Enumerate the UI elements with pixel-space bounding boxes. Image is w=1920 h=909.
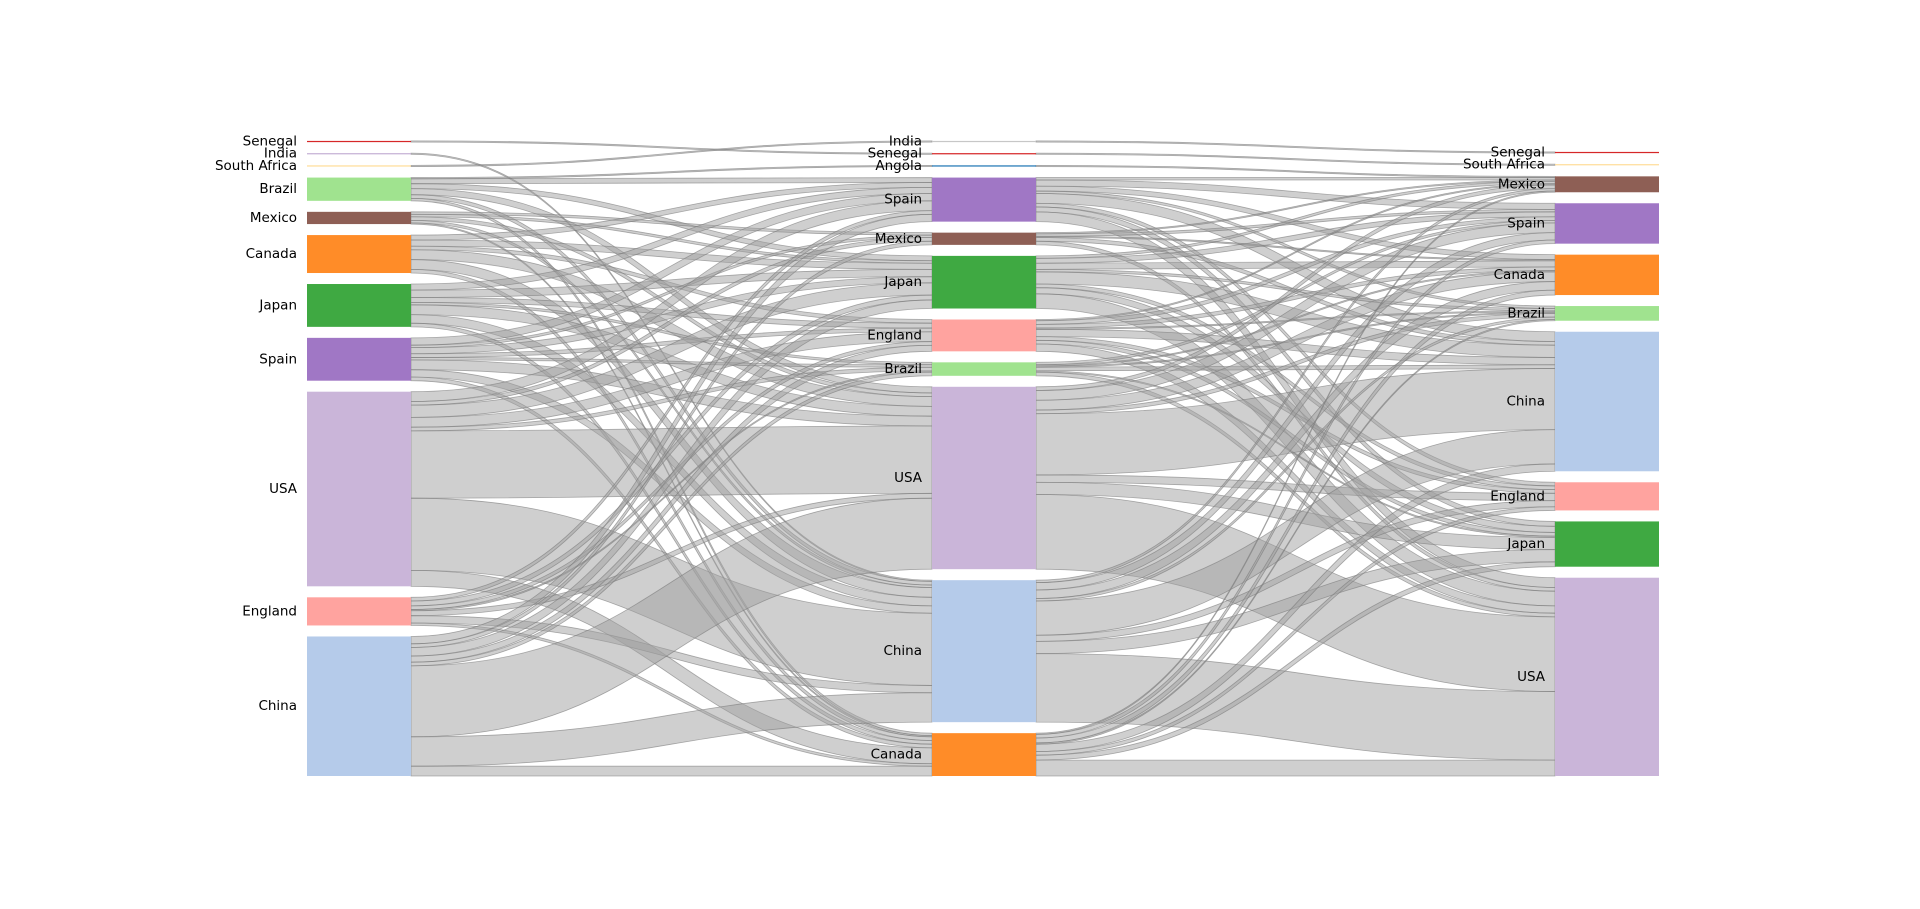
node-label: Japan [883, 274, 922, 290]
node-label: India [264, 146, 297, 162]
node [932, 386, 1036, 570]
node-label: England [867, 327, 922, 343]
node [307, 235, 411, 274]
node-label: Senegal [243, 134, 297, 150]
node-label: Canada [246, 246, 297, 262]
node-label: Canada [871, 747, 922, 763]
node [932, 177, 1036, 222]
node [307, 177, 411, 201]
node [307, 165, 411, 167]
node [1555, 176, 1659, 193]
node-label: Senegal [868, 146, 922, 162]
node [932, 140, 1036, 143]
node-label: Spain [884, 192, 922, 208]
node-label: South Africa [215, 158, 297, 174]
node [1555, 203, 1659, 244]
node-label: USA [894, 470, 923, 486]
node [932, 580, 1036, 723]
flow [410, 164, 933, 180]
node [1555, 151, 1659, 154]
flow [1035, 239, 1556, 739]
node [307, 153, 411, 155]
node [932, 153, 1036, 155]
node-label: Mexico [875, 231, 922, 247]
flows [410, 140, 1556, 777]
flow [1035, 463, 1556, 752]
node-label: Angola [875, 158, 922, 174]
node-label: India [889, 134, 922, 150]
node [1555, 306, 1659, 321]
node [1555, 331, 1659, 472]
node [1555, 482, 1659, 511]
node-label: USA [1517, 669, 1546, 685]
node-label: Canada [1494, 267, 1545, 283]
node [932, 232, 1036, 245]
node-label: Brazil [884, 361, 922, 377]
node [307, 391, 411, 587]
node [932, 319, 1036, 352]
node [307, 211, 411, 225]
flow [410, 177, 933, 185]
node-label: South Africa [1463, 157, 1545, 173]
flow [1035, 177, 1556, 181]
node [1555, 521, 1659, 567]
flow [1035, 140, 1556, 154]
node-label: Spain [259, 351, 297, 367]
node [307, 597, 411, 626]
node [1555, 164, 1659, 166]
node-label: Senegal [1491, 145, 1545, 161]
node [307, 337, 411, 381]
flow [410, 425, 933, 499]
node [932, 733, 1036, 776]
node [307, 284, 411, 327]
node-label: Mexico [250, 210, 297, 226]
node [932, 362, 1036, 376]
node [1555, 577, 1659, 776]
node-label: Brazil [259, 181, 297, 197]
node-label: England [1490, 488, 1545, 504]
node-label: China [883, 643, 922, 659]
node-label: China [1506, 394, 1545, 410]
flow [410, 765, 933, 777]
node [307, 636, 411, 776]
node [932, 255, 1036, 309]
node-label: Japan [258, 297, 297, 313]
node-label: Spain [1507, 215, 1545, 231]
node-label: Brazil [1507, 305, 1545, 321]
node-label: England [242, 603, 297, 619]
node-label: Mexico [1498, 176, 1545, 192]
node [1555, 254, 1659, 296]
node-label: Japan [1506, 536, 1545, 552]
node [932, 165, 1036, 167]
node-label: China [258, 698, 297, 714]
flow [1035, 759, 1556, 777]
node-label: USA [269, 481, 298, 497]
flow [1035, 260, 1556, 270]
node [307, 140, 411, 143]
